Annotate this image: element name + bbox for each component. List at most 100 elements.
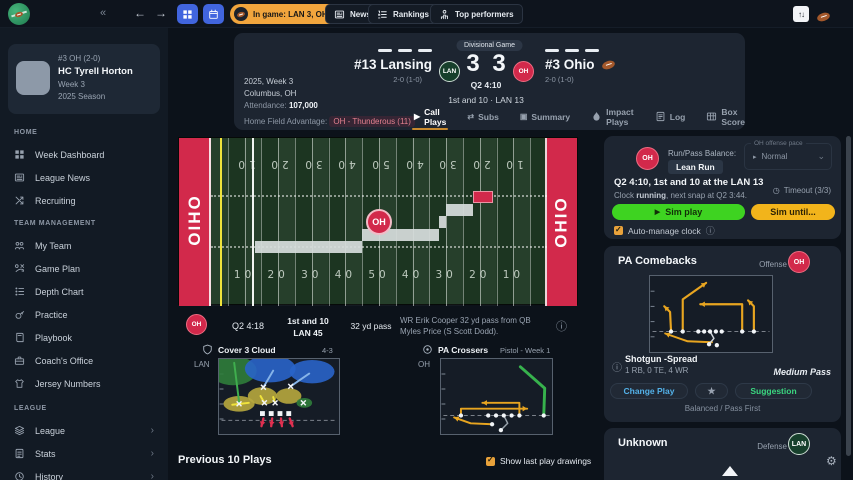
yard-line [278,138,280,306]
auto-clock-toggle[interactable]: Auto-manage clock ⓘ [614,224,715,237]
tab-log[interactable]: Log [655,107,685,130]
top-performers-icon [439,9,450,20]
sidebar-item-playbook[interactable]: Playbook [0,326,168,349]
drive-play-bar [439,216,447,228]
drive-play-bar [446,203,474,216]
recruiting-icon [14,195,26,206]
favorite-star-button[interactable]: ★ [695,383,728,399]
pace-value: ▸ Normal [753,152,788,161]
show-drawings-checkbox[interactable] [486,455,495,466]
team-icon [14,240,26,251]
coach-card[interactable]: #3 OH (2-0) HC Tyrell Horton Week 3 2025… [8,44,160,114]
stats-icon [14,448,26,459]
yard-line [261,138,263,306]
log-icon [655,111,666,122]
tab-summary[interactable]: ▣ Summary [520,107,570,130]
last-play-info-icon[interactable]: ⓘ [556,321,567,333]
offense-team-badge: OH [636,147,659,170]
columns-toggle-icon[interactable]: ↑↓ [793,6,809,22]
sidebar-item-week-dashboard[interactable]: Week Dashboard [0,143,168,166]
suggestion-button[interactable]: Suggestion [735,383,812,399]
sidebar-item-label: My Team [35,240,72,251]
sidebar-collapse-icon[interactable]: « [100,7,107,19]
sim-play-button[interactable]: ▶ Sim play [612,204,745,220]
calendar-button[interactable] [203,4,224,24]
sidebar-item-depth-chart[interactable]: Depth Chart [0,280,168,303]
yard-line [429,138,431,306]
sim-until-button[interactable]: Sim until... [751,204,835,220]
sidebar-item-coach-s-office[interactable]: Coach's Office [0,349,168,372]
back-arrow-icon[interactable]: ← [134,6,146,20]
football-emoji-icon [816,8,831,26]
shield-icon [202,344,213,355]
auto-clock-checkbox[interactable] [614,225,623,235]
top-performers-button[interactable]: Top performers [430,4,523,24]
change-play-button[interactable]: Change Play [610,383,688,399]
yard-number: 30 [435,269,457,281]
dashboard-grid-button[interactable] [177,4,198,24]
tab-box-score[interactable]: Box Score [706,107,745,130]
offense-pace-select[interactable]: OH offense pace ▸ Normal ⌄ [744,140,832,170]
home-team-name: #3 Ohio [545,57,617,72]
sidebar-item-jersey-numbers[interactable]: Jersey Numbers [0,372,168,395]
top-performers-label: Top performers [455,9,514,19]
sidebar-item-league[interactable]: League › [0,419,168,442]
rankings-label: Rankings [393,9,430,19]
yard-number: 10 [502,269,525,281]
forward-arrow-icon[interactable]: → [155,6,167,20]
sidebar-item-my-team[interactable]: My Team [0,234,168,257]
last-play-down: 1st and 10 LAN 45 [287,316,329,339]
offense-team-label: OH [418,360,430,369]
show-drawings-label: Show last play drawings [500,456,592,466]
sidebar-item-game-plan[interactable]: Game Plan [0,257,168,280]
dashboard-icon [14,149,26,160]
news-button[interactable]: News [325,4,380,24]
hash-marks [211,195,547,197]
gear-icon[interactable]: ⚙ [826,454,837,468]
playbook-icon [14,332,26,343]
tab-label: Call Plays [424,106,447,127]
scrollbar[interactable] [846,136,851,456]
office-icon [14,355,26,366]
offense-play-diagram [440,358,553,435]
rankings-icon [377,9,388,20]
tendency-label: Balanced / Pass First [684,404,761,413]
tab-subs[interactable]: ⇄ Subs [467,107,498,130]
home-team-logo: OH [513,61,534,82]
calendar-icon [208,9,219,20]
clock-note: Clock running, next snap at Q2 3:44. [614,191,747,200]
formation-info-icon[interactable]: ⓘ [612,363,622,374]
tab-call-plays[interactable]: ▶ Call Plays [411,106,449,130]
yard-line [479,138,481,306]
timeout-label: Timeout (3/3) [783,186,831,195]
game-meta: 2025, Week 3 Columbus, OH Attendance: 10… [244,77,415,129]
defense-play-header: Cover 3 Cloud [202,344,276,355]
game-tabs: ▶ Call Plays ⇄ Subs ▣ Summary Impact Plays Log B… [411,106,745,130]
sidebar-item-stats[interactable]: Stats › [0,442,168,465]
sidebar-item-history[interactable]: History › [0,465,168,480]
tab-impact-plays[interactable]: Impact Plays [591,107,634,130]
first-down-line [220,138,223,306]
rankings-button[interactable]: Rankings [368,4,439,24]
attendance-value: 107,000 [288,101,318,111]
diagram-peek-shape [722,466,738,476]
show-drawings-toggle[interactable]: Show last play drawings [486,455,592,466]
yard-line [227,138,229,306]
yard-line [412,138,414,306]
practice-icon [14,309,26,320]
app-logo-icon[interactable] [8,3,30,25]
sidebar-item-recruiting[interactable]: Recruiting [0,189,168,212]
timeout-button[interactable]: ◷ Timeout (3/3) [773,186,831,195]
chevron-right-icon: › [150,448,154,459]
defense-play-card: Unknown Defense LAN [604,428,841,480]
tab-label: Subs [478,111,499,122]
selected-play-diagram [649,275,773,353]
in-game-button[interactable]: In game: LAN 3, OH 3 [230,4,344,24]
yard-number: 10 [233,269,256,281]
sidebar-item-league-news[interactable]: League News [0,166,168,189]
sidebar-item-practice[interactable]: Practice [0,303,168,326]
balance-value: Lean Run [668,160,723,174]
down-and-distance: 1st and 10 · LAN 13 [448,95,524,105]
away-team-record: 2-0 (1-0) [393,75,422,84]
